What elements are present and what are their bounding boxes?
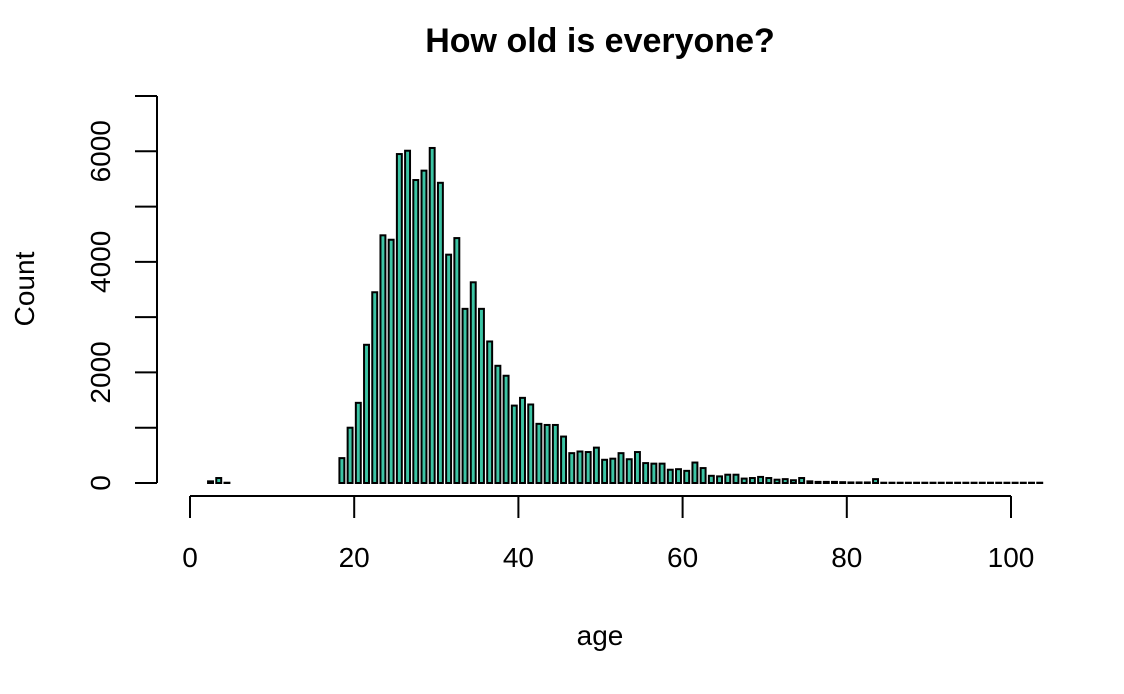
- histogram-bar: [732, 473, 740, 484]
- histogram-bar: [436, 181, 444, 485]
- histogram-bar: [765, 477, 773, 484]
- histogram-bar: [346, 426, 354, 484]
- histogram-bar: [872, 478, 880, 485]
- histogram-bar: [716, 475, 724, 484]
- histogram-bar: [650, 462, 658, 484]
- histogram-bar: [683, 469, 691, 484]
- histogram-bar: [568, 452, 576, 484]
- histogram-bar: [855, 481, 863, 485]
- x-tick-label: 80: [831, 542, 862, 573]
- histogram-bar: [814, 480, 822, 485]
- histogram-bar: [666, 468, 674, 485]
- y-axis-label: Count: [9, 251, 40, 326]
- bars-group: [207, 146, 1044, 485]
- histogram-bar: [404, 149, 412, 484]
- histogram-bar: [453, 237, 461, 484]
- histogram-bar: [831, 480, 838, 485]
- x-tick-label: 60: [667, 542, 698, 573]
- histogram-bar: [822, 480, 830, 485]
- histogram-bar: [379, 234, 387, 484]
- histogram-bar: [576, 450, 584, 484]
- histogram-bar: [469, 281, 477, 484]
- histogram-bar: [675, 468, 682, 484]
- histogram-bar: [207, 480, 214, 484]
- histogram-bar: [412, 179, 420, 484]
- x-axis-label: age: [577, 620, 624, 651]
- histogram-bar: [502, 374, 510, 484]
- histogram-bar: [724, 473, 732, 484]
- y-tick-label: 6000: [85, 120, 116, 182]
- histogram-bar: [789, 479, 797, 484]
- histogram-bar: [527, 403, 535, 484]
- x-axis: 0 20 40 60 80 100: [182, 495, 1035, 573]
- histogram-bar: [395, 153, 403, 485]
- histogram-bar: [461, 307, 469, 484]
- histogram-bar: [617, 452, 625, 484]
- histogram-bar: [658, 462, 666, 484]
- x-tick-label: 0: [182, 542, 198, 573]
- histogram-bar: [592, 446, 600, 484]
- histogram-bar: [420, 169, 428, 484]
- histogram-bar: [486, 340, 494, 484]
- histogram-bar: [560, 435, 568, 484]
- histogram-bar: [510, 404, 518, 485]
- histogram-bar: [551, 423, 559, 485]
- y-tick-label: 4000: [85, 231, 116, 293]
- histogram-bar: [519, 396, 526, 484]
- x-tick-label: 100: [988, 542, 1035, 573]
- histogram-bar: [601, 458, 609, 484]
- histogram-bar: [707, 474, 715, 484]
- chart-title: How old is everyone?: [425, 22, 775, 60]
- histogram-bar: [584, 451, 592, 485]
- histogram-bar: [839, 481, 847, 485]
- histogram-bar: [642, 462, 650, 485]
- histogram-bar: [847, 481, 855, 485]
- histogram-bar: [535, 422, 543, 484]
- histogram-bar: [798, 477, 806, 484]
- x-tick-label: 20: [339, 542, 370, 573]
- histogram-bar: [494, 364, 502, 485]
- histogram-bar: [338, 457, 346, 484]
- histogram-bar: [633, 451, 641, 485]
- histogram-bar: [699, 467, 707, 485]
- histogram-bar: [371, 291, 379, 485]
- y-tick-label: 0: [85, 475, 116, 491]
- histogram-bar: [863, 481, 871, 485]
- y-axis: 0 2000 4000 6000: [85, 95, 158, 491]
- x-tick-label: 40: [503, 542, 534, 573]
- histogram-bar: [806, 480, 814, 484]
- histogram-bar: [477, 307, 485, 484]
- histogram-bar: [363, 343, 370, 485]
- histogram-bar: [354, 401, 362, 484]
- histogram-bar: [625, 458, 633, 485]
- histogram-bar: [215, 477, 223, 484]
- histogram-bar: [748, 477, 756, 484]
- histogram-bar: [543, 423, 551, 485]
- histogram-bar: [691, 461, 699, 485]
- histogram-bar: [740, 477, 748, 484]
- y-tick-label: 2000: [85, 341, 116, 403]
- histogram-bar: [609, 457, 617, 485]
- histogram-bar: [387, 238, 395, 484]
- histogram-bar: [781, 478, 789, 485]
- histogram-bar: [757, 475, 765, 485]
- histogram-bar: [428, 146, 436, 484]
- histogram-bar: [773, 478, 781, 484]
- histogram-bar: [445, 253, 453, 484]
